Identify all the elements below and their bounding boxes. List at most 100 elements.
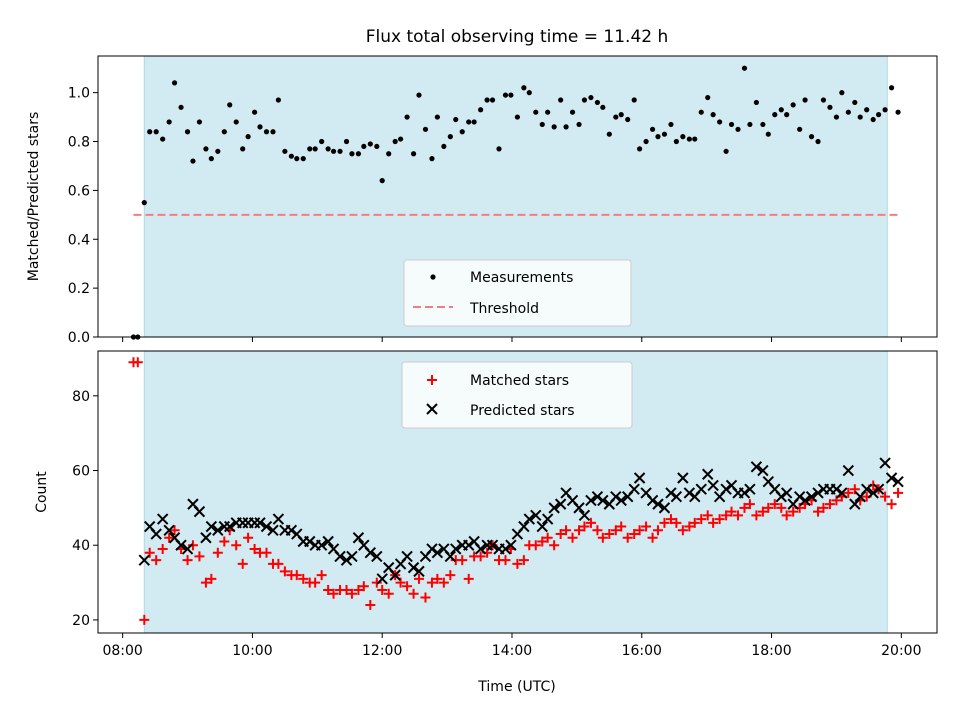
matched-point <box>206 573 217 584</box>
measurement-point <box>606 131 612 137</box>
predicted-point <box>842 464 855 477</box>
measurement-point <box>558 97 564 103</box>
predicted-point <box>334 550 346 563</box>
measurement-point <box>404 114 410 120</box>
matched-point <box>500 555 511 566</box>
measurement-point <box>581 97 588 103</box>
measurement-point <box>257 124 263 130</box>
predicted-point <box>720 483 732 495</box>
predicted-point <box>254 517 266 529</box>
predicted-point <box>670 490 683 503</box>
matched-point <box>689 517 700 528</box>
predicted-point <box>554 498 567 510</box>
predicted-point <box>536 520 548 533</box>
predicted-point <box>665 487 677 499</box>
matched-point <box>353 585 364 596</box>
x-tick-label: 16:00 <box>622 643 662 659</box>
measurement-point <box>772 112 778 118</box>
matched-point <box>291 570 302 581</box>
measurement-point <box>563 124 569 130</box>
y-tick-label: 0.4 <box>68 232 90 248</box>
matched-point <box>132 357 143 368</box>
measurement-point <box>655 134 661 140</box>
measurement-point <box>343 138 350 145</box>
measurement-point <box>760 121 766 128</box>
matched-point <box>298 573 309 584</box>
measurement-point <box>275 97 281 103</box>
legend-predicted-marker <box>426 403 438 415</box>
matched-point <box>457 555 468 566</box>
matched-point <box>751 510 762 521</box>
measurement-point <box>545 109 551 115</box>
matched-point <box>893 487 904 498</box>
measurement-point <box>221 129 227 135</box>
legend-bottom: Matched stars Predicted stars <box>401 361 633 429</box>
matched-point <box>200 577 211 588</box>
matched-point <box>616 521 627 532</box>
matched-point <box>341 585 352 596</box>
matched-point <box>744 499 755 510</box>
measurement-point <box>741 65 748 71</box>
predicted-point <box>799 494 811 507</box>
measurement-point <box>815 138 821 145</box>
predicted-point <box>200 532 212 544</box>
predicted-point <box>585 494 597 507</box>
measurement-point <box>673 138 679 145</box>
measurement-point <box>802 97 808 103</box>
x-tick-label: 10:00 <box>232 643 272 659</box>
measurement-point <box>397 136 404 142</box>
matched-point <box>237 558 248 569</box>
measurement-point <box>466 119 472 125</box>
measurement-point <box>422 126 429 132</box>
predicted-point <box>597 494 609 507</box>
measurement-point <box>613 114 619 120</box>
matched-point <box>671 517 682 528</box>
predicted-point <box>224 520 236 533</box>
matched-point <box>530 540 541 551</box>
measurement-point <box>668 121 674 128</box>
legend-predicted-label: Predicted stars <box>470 403 575 419</box>
measurement-point <box>379 178 385 184</box>
predicted-point <box>401 550 413 563</box>
measurement-point <box>833 114 840 120</box>
matched-point <box>377 585 388 596</box>
predicted-point <box>849 498 861 510</box>
matched-point <box>574 525 585 536</box>
predicted-point <box>389 569 401 581</box>
measurement-point <box>723 148 729 154</box>
measurement-point <box>705 94 711 101</box>
x-tick-label: 08:00 <box>102 643 142 659</box>
measurement-point <box>441 143 447 150</box>
matched-point <box>561 525 572 536</box>
matched-point <box>328 588 339 599</box>
measurement-point <box>203 146 209 152</box>
measurement-point <box>453 116 459 123</box>
predicted-point <box>615 494 627 507</box>
measurement-point <box>502 92 509 98</box>
measurement-point <box>588 94 594 101</box>
matched-point <box>641 521 652 532</box>
matched-point <box>813 506 824 517</box>
measurement-point <box>625 116 631 123</box>
matched-point <box>346 588 357 599</box>
matched-point <box>537 536 548 547</box>
predicted-point <box>285 524 298 536</box>
predicted-point <box>518 520 530 533</box>
matched-point <box>358 581 369 592</box>
measurement-point <box>808 134 815 140</box>
measurement-point <box>820 97 827 103</box>
matched-point <box>212 547 223 558</box>
matched-point <box>273 558 284 569</box>
measurement-point <box>270 129 276 135</box>
matched-point <box>187 540 198 551</box>
measurement-point <box>539 121 545 128</box>
measurement-point <box>882 107 888 113</box>
predicted-point <box>548 502 560 514</box>
matched-point <box>647 532 658 543</box>
matched-point <box>622 532 633 543</box>
predicted-point <box>573 502 585 514</box>
y-tick-label: 80 <box>72 389 90 405</box>
measurement-point <box>852 99 858 106</box>
matched-point <box>157 543 168 554</box>
measurement-point <box>827 104 833 110</box>
